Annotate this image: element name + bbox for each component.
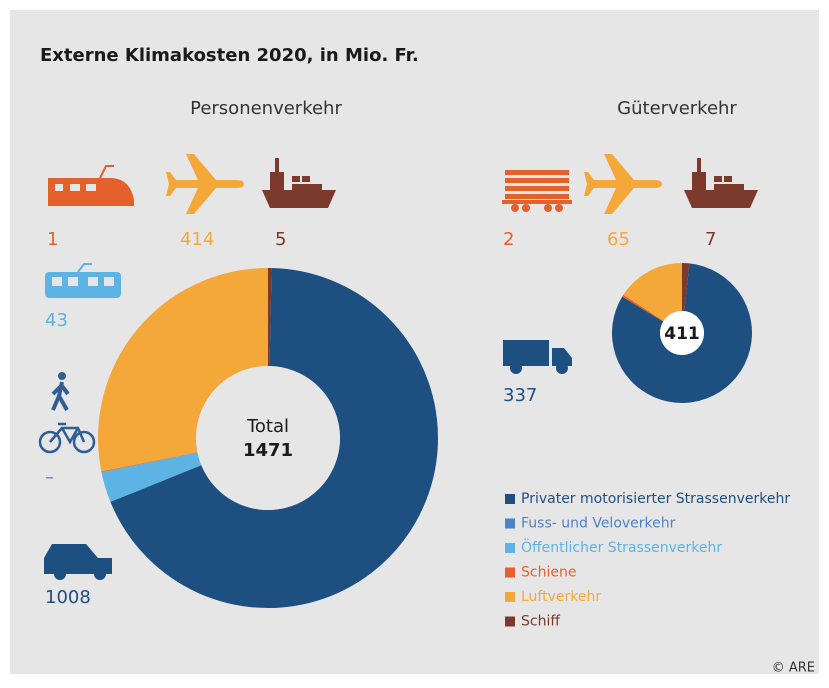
donut-slice xyxy=(268,268,272,367)
bike-icon xyxy=(38,422,96,454)
legend-swatch xyxy=(505,616,515,627)
ship-icon xyxy=(684,158,758,208)
value-label: 65 xyxy=(607,229,630,250)
center-total: 1471 xyxy=(243,440,293,461)
donut-hole xyxy=(196,366,340,510)
donut-slice xyxy=(622,294,664,322)
legend-swatch xyxy=(505,567,515,578)
series-title: Güterverkehr xyxy=(617,98,737,119)
ship-icon xyxy=(262,158,336,208)
legend-swatch xyxy=(505,543,515,553)
value-label: 5 xyxy=(275,229,286,250)
value-label: 1 xyxy=(47,229,58,250)
truck-icon xyxy=(503,340,572,374)
tram-icon xyxy=(45,263,121,298)
donut-slice xyxy=(110,268,438,609)
legend-label: Luftverkehr xyxy=(521,589,601,605)
value-label: 1008 xyxy=(45,587,91,608)
legend-label: Schiene xyxy=(521,565,576,581)
plane-icon xyxy=(584,154,662,214)
legend-label: Schiff xyxy=(521,614,560,630)
source: © ARE xyxy=(772,661,815,676)
legend-swatch xyxy=(505,518,515,529)
donut-slice xyxy=(682,263,690,312)
value-label: 7 xyxy=(705,229,716,250)
legend-swatch xyxy=(505,592,515,602)
series-title: Personenverkehr xyxy=(190,98,342,119)
center-total: 411 xyxy=(664,324,700,344)
donut-slice xyxy=(101,452,198,473)
value-label: – xyxy=(45,467,54,488)
donut-slice xyxy=(623,263,682,321)
donut-slice xyxy=(612,263,753,404)
value-label: 337 xyxy=(503,385,537,406)
value-label: 414 xyxy=(180,229,214,250)
donut-slice xyxy=(97,268,268,472)
train-icon xyxy=(48,165,134,206)
chart-title: Externe Klimakosten 2020, in Mio. Fr. xyxy=(40,45,419,66)
donut-hole xyxy=(660,311,704,355)
value-label: 43 xyxy=(45,310,68,331)
car-icon xyxy=(44,544,112,580)
wagon-icon xyxy=(502,170,572,212)
legend-label: Fuss- und Veloverkehr xyxy=(521,516,676,532)
legend-swatch xyxy=(505,494,515,504)
legend-label: Privater motorisierter Strassenverkehr xyxy=(521,491,790,507)
walk-icon xyxy=(51,372,70,411)
plane-icon xyxy=(166,154,244,214)
legend-label: Öffentlicher Strassenverkehr xyxy=(521,538,722,556)
value-label: 2 xyxy=(503,229,514,250)
center-label: Total xyxy=(246,416,289,437)
donut-slice xyxy=(101,452,202,502)
